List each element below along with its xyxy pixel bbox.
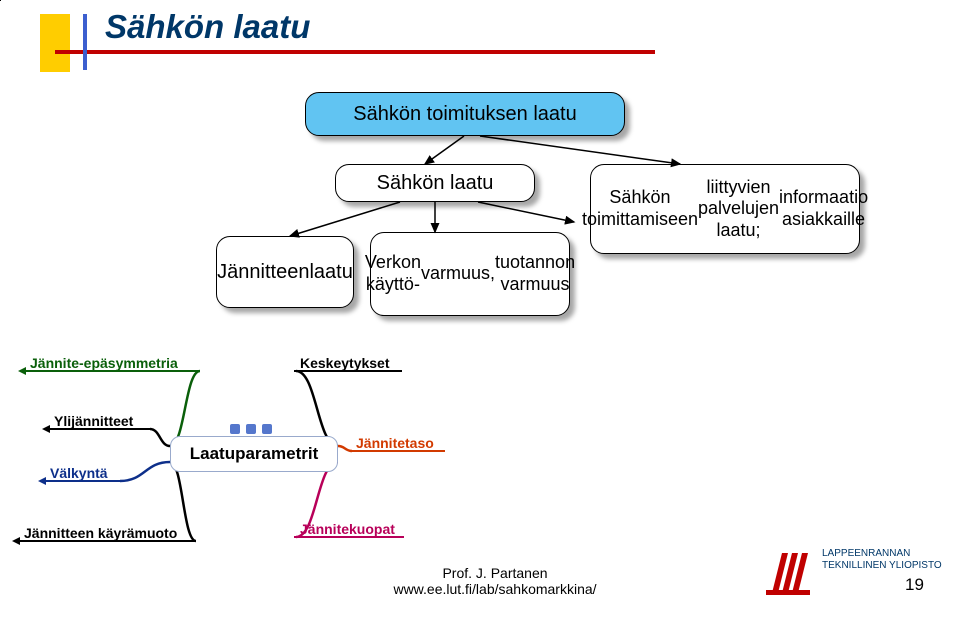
node-header: Sähkön laatu	[335, 164, 535, 202]
footer-uni1: LAPPEENRANNAN	[822, 548, 942, 560]
footer-uni2: TEKNILLINEN YLIOPISTO	[822, 560, 942, 572]
mindmap-center: Laatuparametrit	[170, 436, 338, 472]
footer-pagenum: 19	[905, 575, 924, 595]
node-left: Jännitteenlaatu	[216, 236, 354, 308]
node-top: Sähkön toimituksen laatu	[305, 92, 625, 136]
svg-text:Välkyntä: Välkyntä	[50, 465, 108, 481]
footer-uni: LAPPEENRANNAN TEKNILLINEN YLIOPISTO	[822, 548, 942, 572]
svg-text:Keskeytykset: Keskeytykset	[300, 355, 390, 371]
footer-line2: www.ee.lut.fi/lab/sahkomarkkina/	[380, 581, 610, 597]
svg-text:Jännite-epäsymmetria: Jännite-epäsymmetria	[30, 355, 178, 371]
svg-text:Jännitteen käyrämuoto: Jännitteen käyrämuoto	[24, 525, 177, 541]
page-title: Sähkön laatu	[105, 8, 310, 46]
svg-text:Jännitekuopat: Jännitekuopat	[300, 521, 395, 537]
node-right: Sähkön toimittamiseenliittyvien palveluj…	[590, 164, 860, 254]
footer-line1: Prof. J. Partanen	[380, 565, 610, 581]
svg-text:Jännitetaso: Jännitetaso	[356, 435, 434, 451]
footer-logo	[760, 548, 820, 598]
node-mid: Verkon käyttö-varmuus,tuotannon varmuus	[370, 232, 570, 316]
yellow-box	[0, 0, 1, 1]
footer-author: Prof. J. Partanen www.ee.lut.fi/lab/sahk…	[380, 565, 610, 597]
svg-text:Ylijännitteet: Ylijännitteet	[54, 413, 134, 429]
